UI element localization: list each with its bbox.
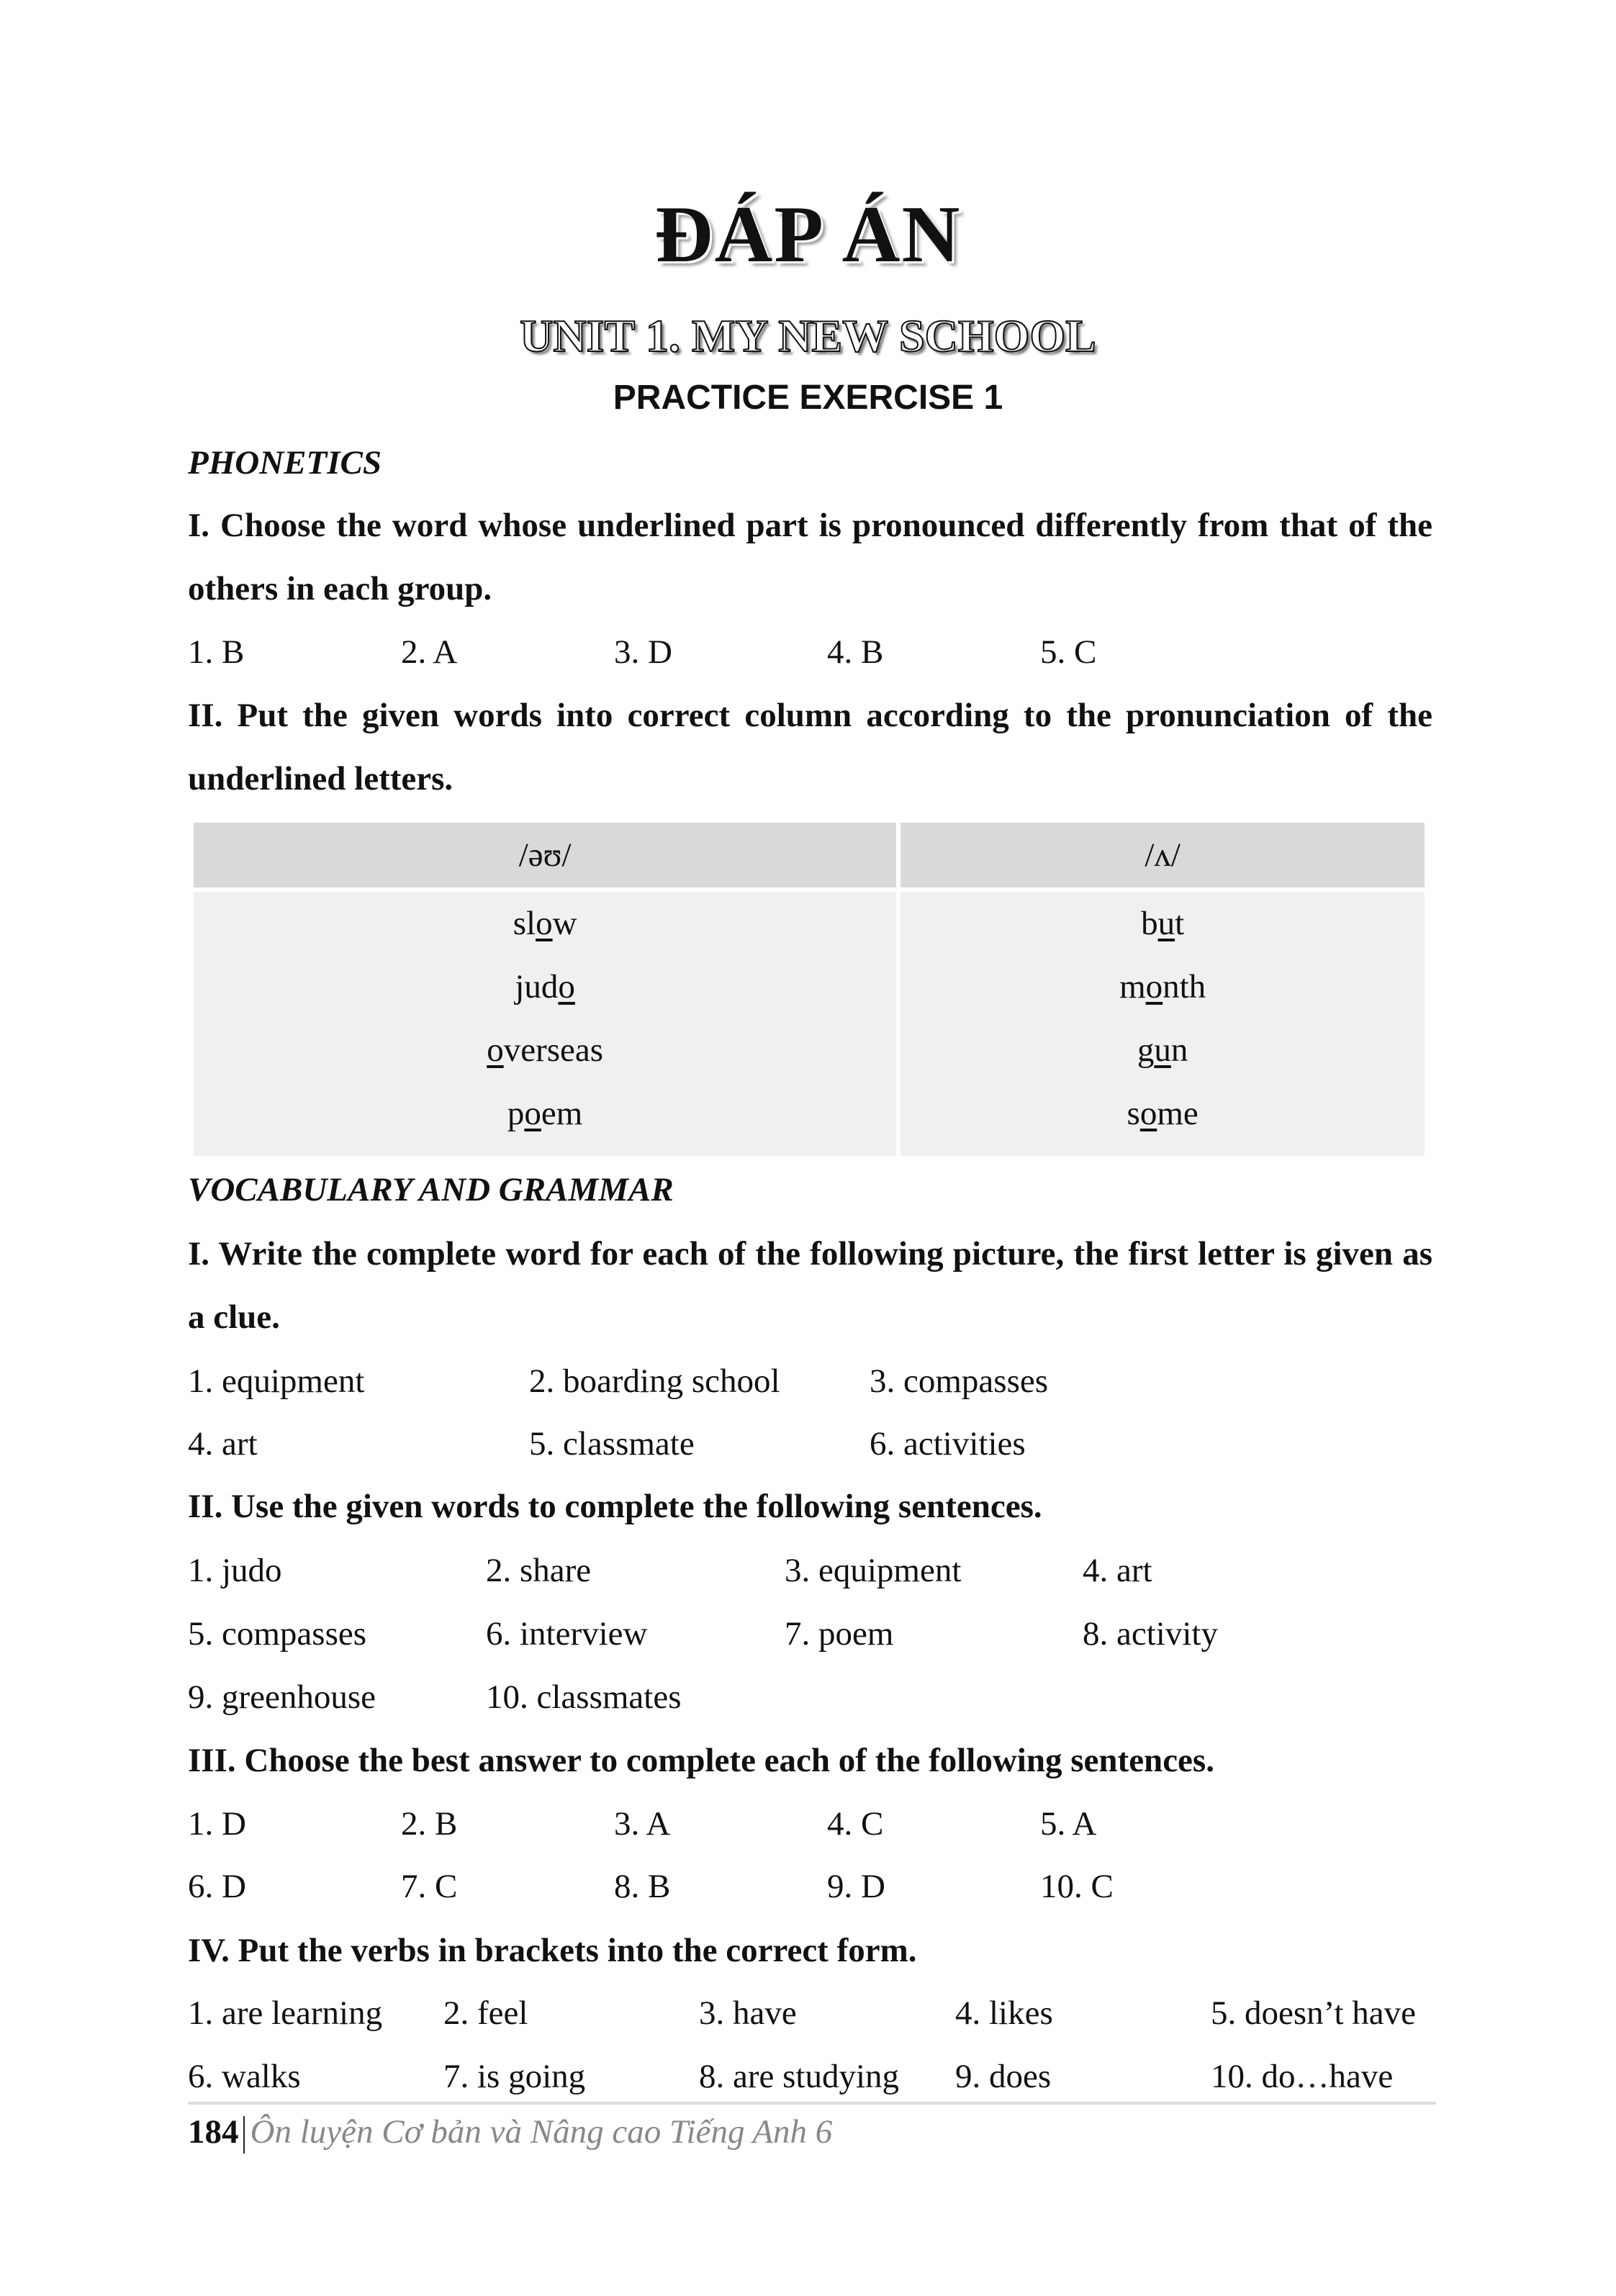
answer-item: 2. share [486, 1552, 592, 1589]
answer-item: 2. boarding school [529, 1362, 780, 1400]
answer-item: 6. walks [188, 2058, 301, 2095]
book-title: Ôn luyện Cơ bản và Nâng cao Tiếng Anh 6 [250, 2113, 833, 2151]
underlined-letters: u [1157, 905, 1175, 942]
footer: 184 Ôn luyện Cơ bản và Nâng cao Tiếng Anh… [188, 2109, 832, 2155]
answer-item: 3. D [614, 633, 672, 671]
table-word: gun [901, 1029, 1424, 1092]
word-part: t [1175, 905, 1185, 942]
underlined-letters: o [524, 1095, 541, 1132]
word-part: b [1141, 905, 1158, 942]
answer-item: 6. D [188, 1868, 246, 1905]
page-number: 184 [188, 2113, 239, 2151]
underlined-letters: o [1139, 1095, 1157, 1132]
answer-item: 3. compasses [870, 1362, 1049, 1400]
answer-item: 3. A [614, 1805, 671, 1843]
table-word: slow [194, 902, 895, 965]
answer-item: 7. C [401, 1868, 458, 1905]
answer-item: 4. art [188, 1425, 258, 1463]
table-word: some [901, 1092, 1424, 1155]
table-column-ou: slow judo overseas poem [194, 892, 897, 1156]
word-part: n [1170, 1031, 1188, 1069]
answer-item: 1. are learning [188, 1994, 383, 2032]
underlined-letters: o [487, 1031, 504, 1069]
word-part: jud [515, 968, 559, 1005]
answer-item: 5. classmate [529, 1425, 695, 1463]
phonetics-task1-instruction: I. Choose the word whose underlined part… [188, 507, 1432, 607]
table-header-ou: /əʊ/ [194, 823, 897, 887]
answer-item: 1. B [188, 633, 245, 671]
word-part: em [541, 1095, 583, 1132]
answer-item: 3. have [699, 1994, 797, 2032]
section-heading-vocabulary: VOCABULARY AND GRAMMAR [188, 1171, 674, 1208]
word-part: w [552, 905, 577, 942]
answer-item: 5. doesn’t have [1211, 1994, 1416, 2032]
table-word: overseas [194, 1029, 895, 1092]
word-part: s [1127, 1095, 1140, 1132]
footer-divider [188, 2102, 1436, 2105]
underlined-letters: o [1145, 968, 1163, 1005]
answer-item: 2. A [401, 633, 458, 671]
word-part: me [1157, 1095, 1199, 1132]
page-title: ĐÁP ÁN [654, 190, 962, 279]
answer-item: 3. equipment [785, 1552, 962, 1589]
answer-item: 1. judo [188, 1552, 282, 1589]
word-part: m [1119, 968, 1146, 1005]
underlined-letters: o [558, 968, 575, 1005]
word-part: sl [513, 905, 536, 942]
answer-item: 4. likes [955, 1994, 1053, 2032]
answer-item: 1. equipment [188, 1362, 365, 1400]
underlined-letters: o [536, 905, 553, 942]
vocab-task4-instruction: IV. Put the verbs in brackets into the c… [188, 1932, 917, 1969]
answer-item: 10. classmates [486, 1678, 682, 1716]
answer-item: 5. A [1040, 1805, 1097, 1843]
section-heading-phonetics: PHONETICS [188, 444, 382, 482]
table-word: judo [194, 965, 895, 1029]
table-word: month [901, 965, 1424, 1029]
answer-item: 9. does [955, 2058, 1052, 2095]
pronunciation-table: /əʊ/ /ʌ/ slow judo overseas poem but month gu… [189, 818, 1429, 1160]
table-word: poem [194, 1092, 895, 1155]
answer-item: 5. C [1040, 633, 1097, 671]
vocab-task3-instruction: III. Choose the best answer to complete … [188, 1742, 1214, 1779]
answer-item: 8. activity [1083, 1615, 1218, 1653]
answer-item: 2. feel [443, 1994, 528, 2032]
unit-title: UNIT 1. MY NEW SCHOOL [519, 309, 1097, 362]
answer-item: 10. C [1040, 1868, 1114, 1905]
answer-item: 4. art [1083, 1552, 1152, 1589]
answer-item: 7. poem [785, 1615, 894, 1653]
answer-item: 4. C [827, 1805, 884, 1843]
answer-item: 1. D [188, 1805, 246, 1843]
footer-separator [243, 2116, 245, 2154]
underlined-letters: u [1154, 1031, 1171, 1069]
phonetics-task2-instruction: II. Put the given words into correct col… [188, 697, 1432, 797]
answer-item: 6. activities [870, 1425, 1026, 1463]
answer-item: 4. B [827, 633, 884, 671]
answer-item: 5. compasses [188, 1615, 367, 1653]
vocab-task1-instruction: I. Write the complete word for each of t… [188, 1235, 1432, 1336]
answer-item: 9. D [827, 1868, 885, 1905]
answer-item: 8. are studying [699, 2058, 900, 2095]
word-part: p [507, 1095, 525, 1132]
table-column-uh: but month gun some [900, 892, 1425, 1156]
table-header-uh: /ʌ/ [900, 823, 1425, 887]
answer-item: 8. B [614, 1868, 671, 1905]
vocab-task2-instruction: II. Use the given words to complete the … [188, 1488, 1042, 1525]
answer-item: 9. greenhouse [188, 1678, 376, 1716]
answer-item: 2. B [401, 1805, 458, 1843]
answer-item: 7. is going [443, 2058, 586, 2095]
answer-item: 10. do…have [1211, 2058, 1394, 2095]
word-part: g [1137, 1031, 1155, 1069]
table-word: but [901, 902, 1424, 965]
answer-item: 6. interview [486, 1615, 648, 1653]
exercise-title: PRACTICE EXERCISE 1 [613, 379, 1003, 417]
word-part: verseas [503, 1031, 604, 1069]
word-part: nth [1163, 968, 1206, 1005]
